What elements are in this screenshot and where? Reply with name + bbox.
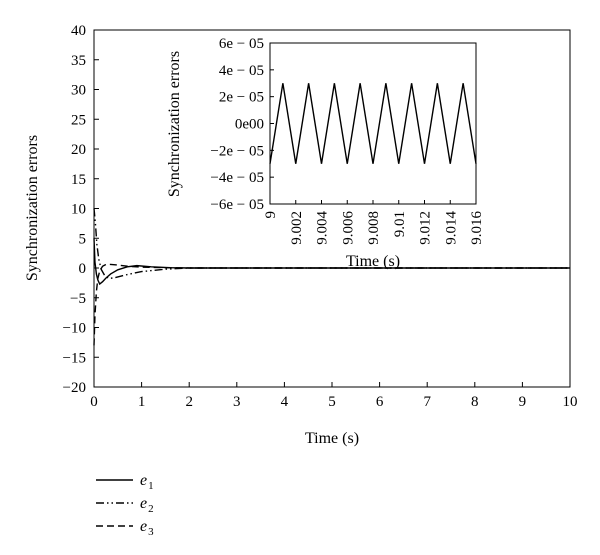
main-y-tick-label: −15	[63, 350, 86, 366]
main-x-tick-label: 1	[138, 394, 146, 410]
main-y-axis-label: Synchronization errors	[24, 135, 41, 281]
main-y-tick-label: 40	[71, 23, 86, 39]
inset-x-tick-label: 9.004	[315, 211, 331, 245]
main-x-tick-label: 7	[423, 394, 431, 410]
inset-y-tick-label: −4e − 05	[210, 170, 264, 186]
main-x-tick-label: 0	[90, 394, 98, 410]
inset-x-tick-label: 9.006	[340, 211, 356, 245]
main-y-tick-label: 5	[79, 231, 87, 247]
series-line-e3	[93, 263, 570, 346]
main-series-group	[93, 208, 570, 346]
inset-x-tick-label: 9.01	[392, 211, 408, 237]
inset-y-tick-label: −2e − 05	[210, 143, 264, 159]
inset-series-line-e2	[269, 83, 477, 164]
main-x-axis-label: Time (s)	[305, 430, 359, 447]
main-y-tick-label: 30	[71, 83, 86, 99]
main-x-tick-label: 3	[233, 394, 241, 410]
inset-series-group	[269, 83, 477, 164]
inset-chart: −6e − 05 −4e − 05 −2e − 05 0e00 2e − 05 4e − …	[166, 36, 485, 270]
legend: e1 e2 e3	[96, 472, 154, 538]
inset-y-tick-label: 2e − 05	[219, 90, 264, 106]
inset-x-tick-label: 9.002	[289, 211, 305, 245]
main-y-tick-label: 10	[71, 202, 86, 218]
main-x-axis: 0 1 2 3 4 5 6 7 8 9 10	[90, 382, 578, 410]
inset-y-axis: −6e − 05 −4e − 05 −2e − 05 0e00 2e − 05 4e − …	[210, 36, 274, 213]
main-y-tick-label: 15	[71, 172, 86, 188]
inset-y-tick-label: 6e − 05	[219, 36, 264, 52]
main-x-tick-label: 4	[281, 394, 289, 410]
main-x-tick-label: 10	[563, 394, 578, 410]
inset-y-tick-label: 4e − 05	[219, 63, 264, 79]
inset-y-axis-label: Synchronization errors	[166, 51, 183, 197]
inset-x-tick-label: 9.012	[418, 211, 434, 245]
inset-x-tick-label: 9.014	[443, 211, 459, 245]
main-x-tick-label: 8	[471, 394, 479, 410]
inset-x-axis: 9 9.002 9.004 9.006 9.008 9.01 9.012 9.014 9.016	[263, 200, 485, 245]
main-y-tick-label: 20	[71, 142, 86, 158]
main-y-tick-label: −20	[63, 380, 86, 396]
inset-x-tick-label: 9.008	[366, 211, 382, 245]
main-y-tick-label: 35	[71, 53, 86, 69]
main-x-tick-label: 9	[519, 394, 527, 410]
legend-label-e3: e3	[140, 518, 154, 538]
main-x-tick-label: 5	[328, 394, 336, 410]
main-y-axis: −20 −15 −10 −5 0 5 10 15 20 25 30 35 40	[63, 23, 99, 396]
inset-x-axis-label: Time (s)	[346, 253, 400, 270]
inset-y-tick-label: 0e00	[235, 117, 264, 133]
legend-label-e2: e2	[140, 495, 154, 515]
main-y-tick-label: −10	[63, 321, 86, 337]
main-y-tick-label: 0	[79, 261, 87, 277]
main-y-tick-label: 25	[71, 112, 86, 128]
main-y-tick-label: −5	[70, 291, 86, 307]
legend-label-e1: e1	[140, 472, 154, 492]
inset-y-tick-label: −6e − 05	[210, 197, 264, 213]
inset-plot-frame	[269, 42, 477, 205]
inset-x-tick-label: 9.016	[469, 211, 485, 245]
main-x-tick-label: 6	[376, 394, 384, 410]
main-x-tick-label: 2	[185, 394, 193, 410]
inset-x-tick-label: 9	[263, 211, 279, 219]
